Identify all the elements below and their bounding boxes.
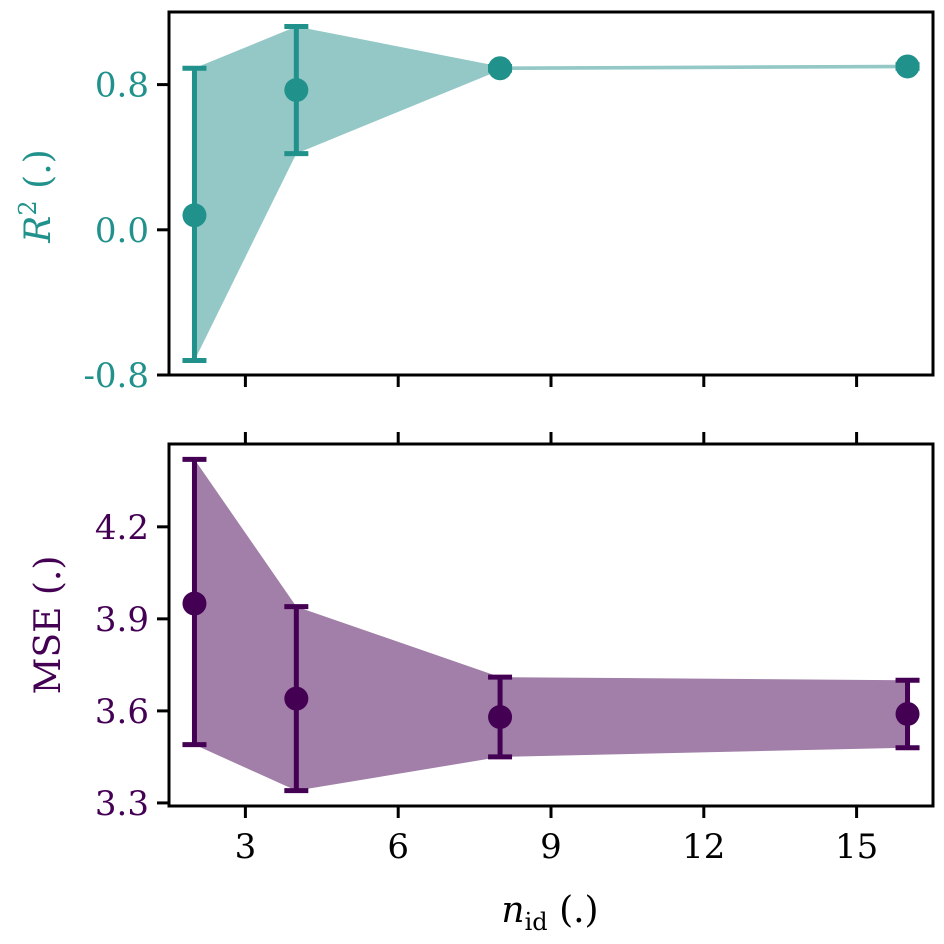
mse-y-tick-label: 4.2	[95, 508, 149, 548]
mse-panel: MSE (.) nid (.) 3.3 3.6 3.9 4.2 3 6 9 12 15	[28, 432, 935, 936]
mse-data-point	[284, 686, 309, 711]
mse-axis-label: MSE (.)	[28, 556, 69, 695]
r2-axis-label: R2 (.)	[14, 149, 59, 243]
mse-x-tick-label: 12	[682, 827, 725, 867]
r2-data-point	[488, 56, 513, 81]
r2-panel: R2 (.) -0.8 0.0 0.8	[14, 10, 935, 396]
r2-error-band	[194, 26, 908, 361]
r2-data-point	[182, 203, 207, 228]
mse-y-tick-label: 3.6	[95, 692, 149, 732]
r2-data-point	[284, 78, 309, 103]
r2-axis-label-unit: (.)	[18, 149, 59, 200]
r2-axis-label-base: R	[18, 216, 59, 244]
mse-x-tick-label: 3	[235, 827, 257, 867]
mse-data-point	[488, 705, 513, 730]
mse-x-tick-label: 9	[540, 827, 562, 867]
r2-y-tick-label: -0.8	[83, 356, 149, 396]
x-axis-label-unit: (.)	[548, 890, 599, 931]
mse-data-point	[895, 701, 920, 726]
x-axis-label: nid (.)	[501, 890, 598, 936]
mse-data-point	[182, 591, 207, 616]
mse-x-tick-label: 6	[387, 827, 409, 867]
r2-data-point	[895, 54, 920, 79]
r2-axis-label-superscript: 2	[14, 200, 42, 215]
r2-y-tick-label: 0.8	[95, 66, 149, 106]
r2-y-tick-label: 0.0	[95, 211, 149, 251]
mse-y-tick-label: 3.9	[95, 600, 149, 640]
x-axis-label-base: n	[501, 890, 524, 931]
x-axis-label-subscript: id	[525, 908, 548, 936]
mse-error-band	[194, 459, 908, 791]
mse-y-tick-label: 3.3	[95, 784, 149, 824]
mse-x-tick-label: 15	[835, 827, 878, 867]
